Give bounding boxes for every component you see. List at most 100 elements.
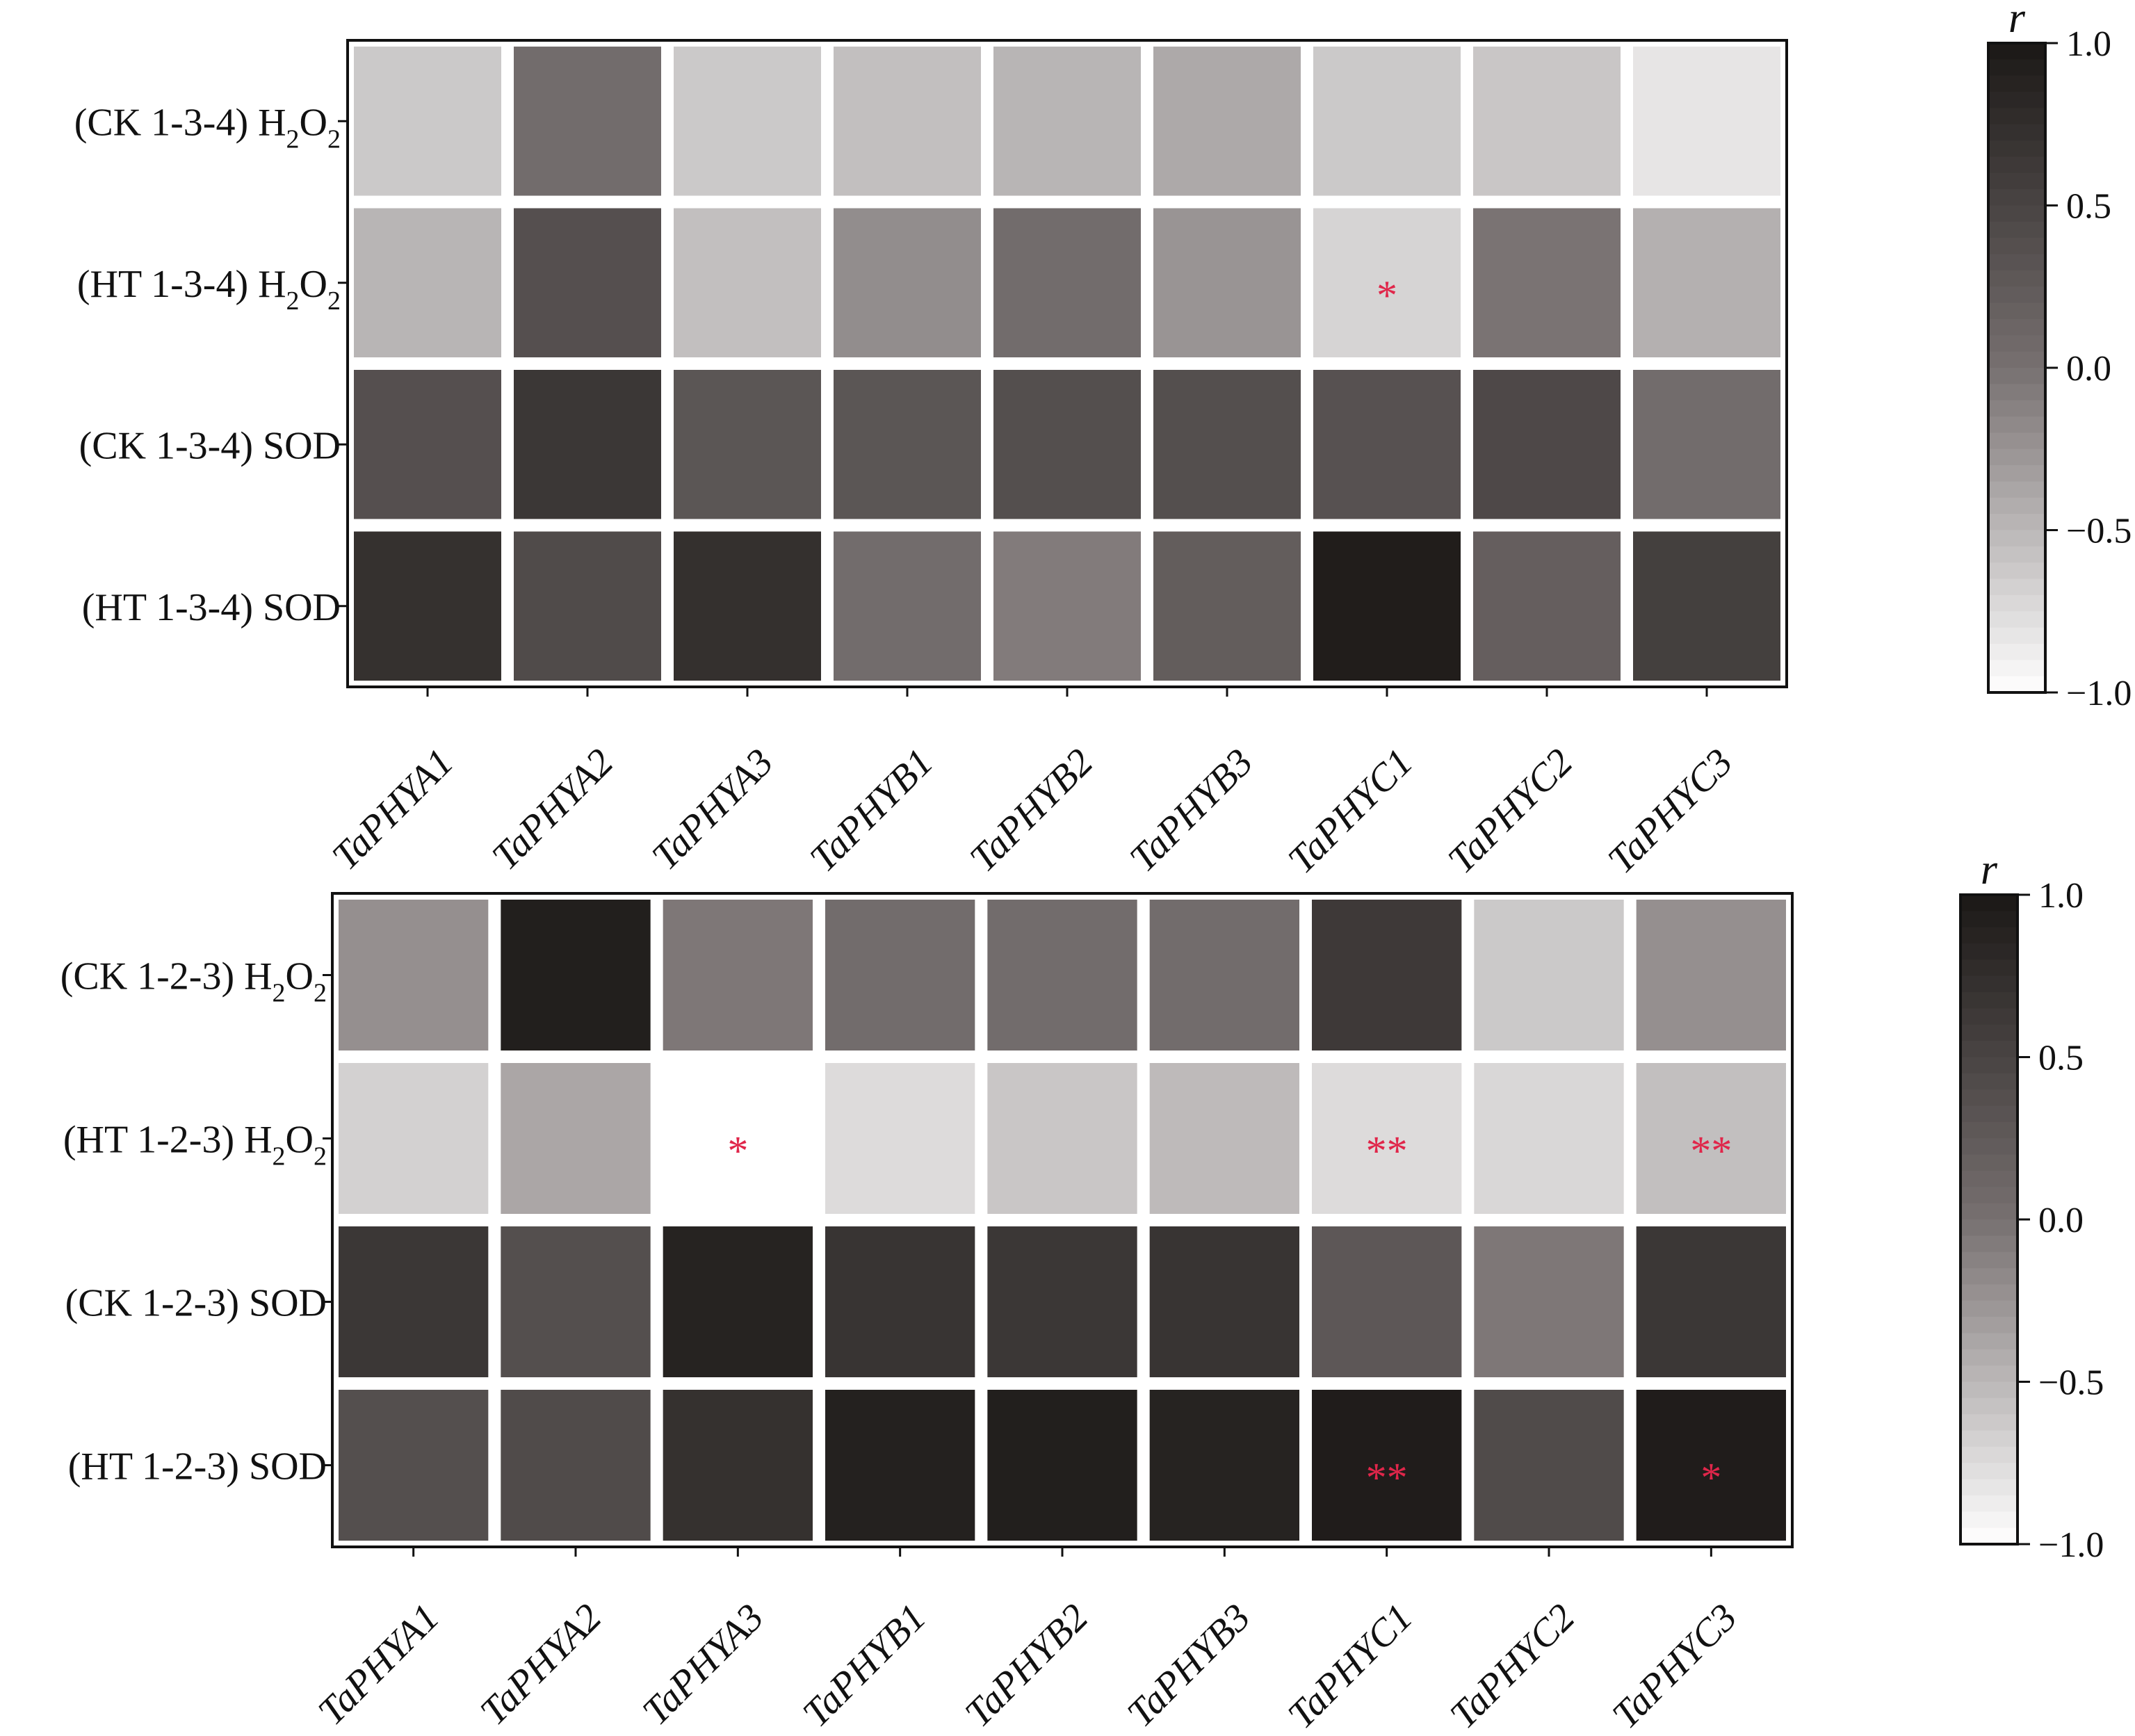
column-label: TaPHYA3 — [634, 1596, 772, 1733]
significance-marker: ** — [1366, 1128, 1408, 1174]
row-label: (CK 1-3-4) H2O2 — [74, 101, 341, 154]
column-label: TaPHYB3 — [1119, 1596, 1259, 1735]
colorbar-step — [1961, 1479, 2018, 1496]
heatmap-cell — [674, 47, 821, 196]
colorbar-step — [1961, 1121, 2018, 1139]
colorbar-step — [1988, 238, 2045, 255]
colorbar-step — [1961, 1154, 2018, 1171]
colorbar-step — [1961, 1187, 2018, 1204]
colorbar-step — [1988, 676, 2045, 693]
row-label-part: 2 — [314, 1142, 327, 1171]
colorbar-step — [1988, 562, 2045, 580]
colorbar-step — [1961, 1024, 2018, 1042]
heatmap-cell — [1473, 531, 1621, 681]
row-label-part: 2 — [327, 286, 341, 316]
row-label-part: 2 — [273, 979, 286, 1008]
heatmap-cell — [354, 47, 501, 196]
heatmap-cell — [1312, 1226, 1462, 1377]
row-label-part: O — [300, 101, 327, 144]
heatmap-cell — [834, 370, 981, 519]
row-label-part: H — [258, 101, 286, 144]
heatmap-cell — [1153, 531, 1301, 681]
row-label-part: H — [244, 1119, 272, 1162]
column-label: TaPHYB2 — [957, 1596, 1096, 1735]
colorbar-tick-label: −0.5 — [2066, 512, 2132, 551]
heatmap-cell — [1149, 1063, 1299, 1214]
colorbar-step — [1988, 221, 2045, 239]
colorbar-step — [1988, 108, 2045, 125]
colorbar-step — [1988, 124, 2045, 142]
colorbar-step — [1961, 1414, 2018, 1431]
column-label: TaPHYB2 — [961, 740, 1101, 880]
colorbar-step — [1988, 416, 2045, 434]
heatmap-cell — [663, 900, 813, 1050]
heatmap-cell — [834, 531, 981, 681]
row-label: (HT 1-3-4) H2O2 — [77, 263, 341, 316]
colorbar-step — [1988, 156, 2045, 174]
heatmap-cell — [354, 531, 501, 681]
heatmap-cell — [674, 370, 821, 519]
heatmap-panel-top: *(CK 1-3-4) H2O2(HT 1-3-4) H2O2(CK 1-3-4… — [74, 39, 1788, 882]
heatmap-cell — [1473, 208, 1621, 357]
heatmap-cell — [1153, 370, 1301, 519]
significance-marker: * — [1700, 1455, 1721, 1501]
significance-marker: ** — [1366, 1455, 1408, 1501]
row-label-part: H — [258, 263, 286, 306]
colorbar-step — [1961, 1300, 2018, 1318]
row-label-part: (HT 1-2-3) SOD — [68, 1445, 327, 1488]
colorbar-step — [1961, 959, 2018, 977]
heatmap-cell — [674, 208, 821, 357]
colorbar-step — [1988, 627, 2045, 644]
row-label-part: O — [286, 1119, 314, 1162]
colorbar-step — [1988, 578, 2045, 596]
heatmap-cell — [501, 900, 651, 1050]
colorbar-step — [1961, 1251, 2018, 1269]
column-label: TaPHYA3 — [644, 740, 781, 878]
heatmap-cell — [1313, 208, 1461, 357]
heatmap-cell — [1636, 900, 1786, 1050]
heatmap-cell — [1633, 208, 1780, 357]
colorbar-title: r — [1981, 846, 1998, 893]
row-label-part: (HT 1-2-3) — [63, 1119, 244, 1162]
heatmap-cell — [514, 531, 661, 681]
colorbar-step — [1961, 1511, 2018, 1529]
row-label-part: 2 — [314, 979, 327, 1008]
heatmap-cell — [501, 1063, 651, 1214]
heatmap-cell — [1153, 208, 1301, 357]
heatmap-cell — [501, 1226, 651, 1377]
row-label: (CK 1-2-3) H2O2 — [60, 955, 327, 1008]
colorbar-step — [1988, 254, 2045, 271]
heatmap-cell — [825, 1226, 975, 1377]
column-label: TaPHYC1 — [1280, 740, 1421, 882]
row-label: (CK 1-2-3) SOD — [65, 1282, 327, 1325]
colorbar-step — [1961, 1495, 2018, 1513]
heatmap-cell — [1149, 1226, 1299, 1377]
row-label-part: 2 — [286, 286, 300, 316]
colorbar-step — [1961, 1041, 2018, 1058]
colorbar-tick-label: −0.5 — [2038, 1363, 2104, 1403]
heatmap-cell — [834, 208, 981, 357]
colorbar-step — [1961, 1008, 2018, 1025]
colorbar-step — [1961, 1235, 2018, 1253]
heatmap-cell — [1312, 1390, 1462, 1541]
colorbar-step — [1961, 1203, 2018, 1220]
colorbar-step — [1988, 465, 2045, 482]
heatmap-cell — [993, 47, 1141, 196]
heatmap-cell — [1153, 47, 1301, 196]
column-label: TaPHYC3 — [1604, 1596, 1745, 1736]
colorbar-step — [1988, 270, 2045, 288]
colorbar-step — [1988, 172, 2045, 190]
colorbar-step — [1988, 432, 2045, 450]
colorbar-step — [1961, 1446, 2018, 1464]
heatmap-cell — [825, 900, 975, 1050]
colorbar-step — [1961, 943, 2018, 961]
heatmap-cell — [1312, 900, 1462, 1050]
column-label: TaPHYA2 — [484, 740, 622, 878]
row-label: (HT 1-2-3) H2O2 — [63, 1119, 327, 1171]
row-label: (CK 1-3-4) SOD — [79, 424, 341, 467]
colorbar-step — [1988, 530, 2045, 547]
colorbar-step — [1988, 140, 2045, 158]
column-label: TaPHYA1 — [324, 740, 462, 878]
heatmap-cell — [1473, 47, 1621, 196]
significance-marker: * — [727, 1128, 748, 1174]
